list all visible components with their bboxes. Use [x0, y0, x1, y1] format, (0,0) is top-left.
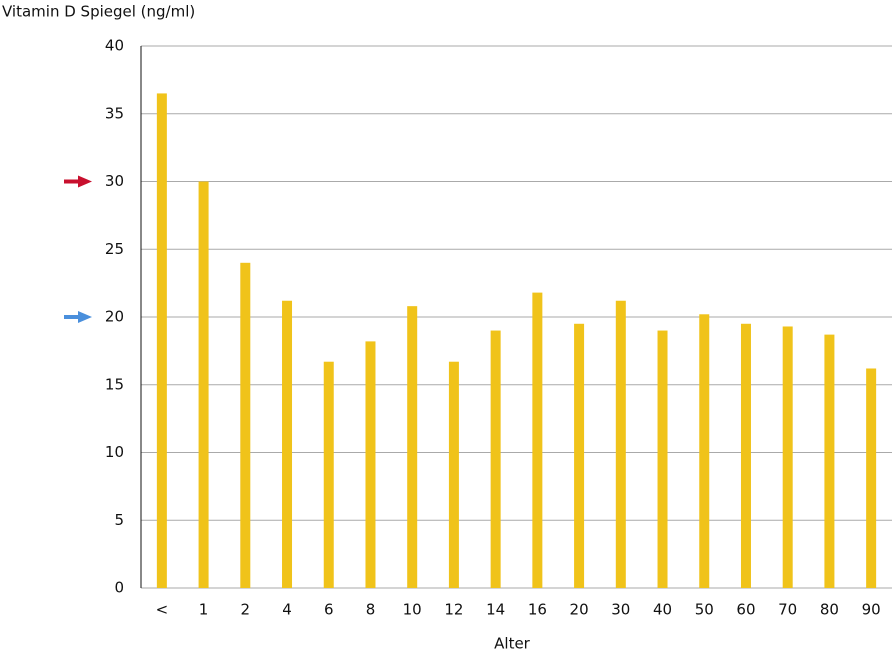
bar [282, 300, 293, 588]
bar [782, 326, 793, 588]
x-tick-label: 60 [736, 601, 755, 619]
x-tick-label: 1 [199, 601, 209, 619]
bar [323, 361, 334, 588]
y-tick-label: 20 [105, 308, 124, 326]
bar [198, 181, 209, 588]
x-tick-label: 6 [324, 601, 334, 619]
y-tick-label: 15 [105, 375, 124, 393]
bar [657, 330, 668, 588]
x-tick-label: < [156, 601, 169, 619]
x-tick-label: 2 [241, 601, 251, 619]
x-tick-label: 90 [862, 601, 881, 619]
x-tick-label: 8 [366, 601, 376, 619]
bar [448, 361, 459, 588]
bar [407, 306, 418, 588]
x-axis-label: Alter [494, 635, 531, 652]
y-tick-label: 0 [114, 579, 124, 597]
x-tick-label: 40 [653, 601, 672, 619]
x-tick-label: 4 [282, 601, 292, 619]
y-tick-label: 5 [114, 511, 124, 529]
bar [365, 341, 376, 588]
x-tick-label: 14 [486, 601, 505, 619]
x-tick-label: 30 [611, 601, 630, 619]
y-tick-label: 40 [105, 37, 124, 55]
bar [240, 262, 251, 588]
x-tick-label: 16 [528, 601, 547, 619]
reference-arrow-head [78, 311, 92, 323]
x-tick-label: 12 [444, 601, 463, 619]
x-tick-label: 10 [403, 601, 422, 619]
bar [866, 368, 877, 588]
bar [156, 93, 167, 589]
x-tick-label: 50 [695, 601, 714, 619]
y-tick-label: 35 [105, 104, 124, 122]
x-tick-label: 20 [570, 601, 589, 619]
reference-arrow-head [78, 175, 92, 188]
y-tick-label: 10 [105, 443, 124, 461]
bar [574, 323, 585, 588]
x-tick-label: 70 [778, 601, 797, 619]
bar [532, 292, 543, 588]
x-tick-label: 80 [820, 601, 839, 619]
bar [824, 334, 835, 588]
bar [615, 300, 626, 588]
chart-title: Vitamin D Spiegel (ng/ml) [2, 3, 195, 21]
y-tick-label: 25 [105, 240, 124, 258]
bar [490, 330, 501, 588]
y-tick-label: 30 [105, 172, 124, 190]
bar [740, 323, 751, 588]
bar [699, 314, 710, 588]
